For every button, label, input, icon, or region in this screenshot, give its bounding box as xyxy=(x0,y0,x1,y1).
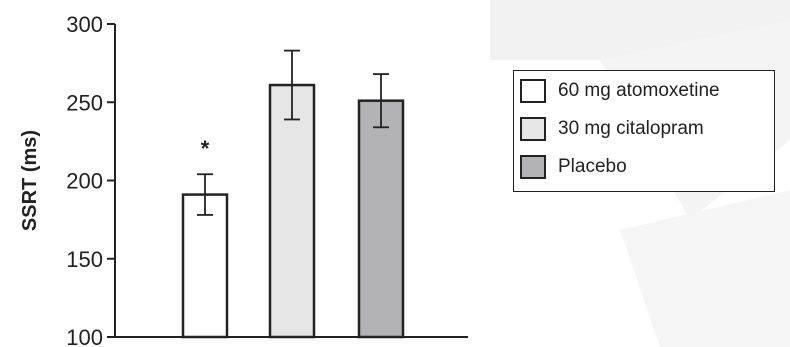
bar-2 xyxy=(268,83,316,339)
y-tick-label: 150 xyxy=(66,247,103,272)
legend-swatch-2 xyxy=(520,117,546,141)
bar-3 xyxy=(357,99,405,339)
legend-swatch-3 xyxy=(520,155,546,179)
legend-item-3: Placebo xyxy=(520,153,627,181)
bar-1 xyxy=(181,193,229,339)
legend-label-2: 30 mg citalopram xyxy=(558,118,704,139)
y-tick-label: 300 xyxy=(66,12,103,37)
legend-label-3: Placebo xyxy=(558,156,627,177)
y-tick-label: 250 xyxy=(66,90,103,115)
annotations: * xyxy=(201,136,210,161)
legend-swatch-1 xyxy=(520,79,546,103)
legend-item-1: 60 mg atomoxetine xyxy=(520,77,720,105)
legend-label-1: 60 mg atomoxetine xyxy=(558,80,720,101)
bars xyxy=(181,83,405,339)
legend-item-2: 30 mg citalopram xyxy=(520,115,704,143)
legend: 60 mg atomoxetine 30 mg citalopram Placebo xyxy=(513,70,775,192)
y-axis-title: SSRT (ms) xyxy=(19,130,41,231)
y-axis: 100 150 200 250 300 xyxy=(66,12,116,347)
y-tick-label: 100 xyxy=(66,325,103,347)
error-bars xyxy=(197,49,389,216)
y-tick-label: 200 xyxy=(66,169,103,194)
significance-marker: * xyxy=(201,136,210,161)
